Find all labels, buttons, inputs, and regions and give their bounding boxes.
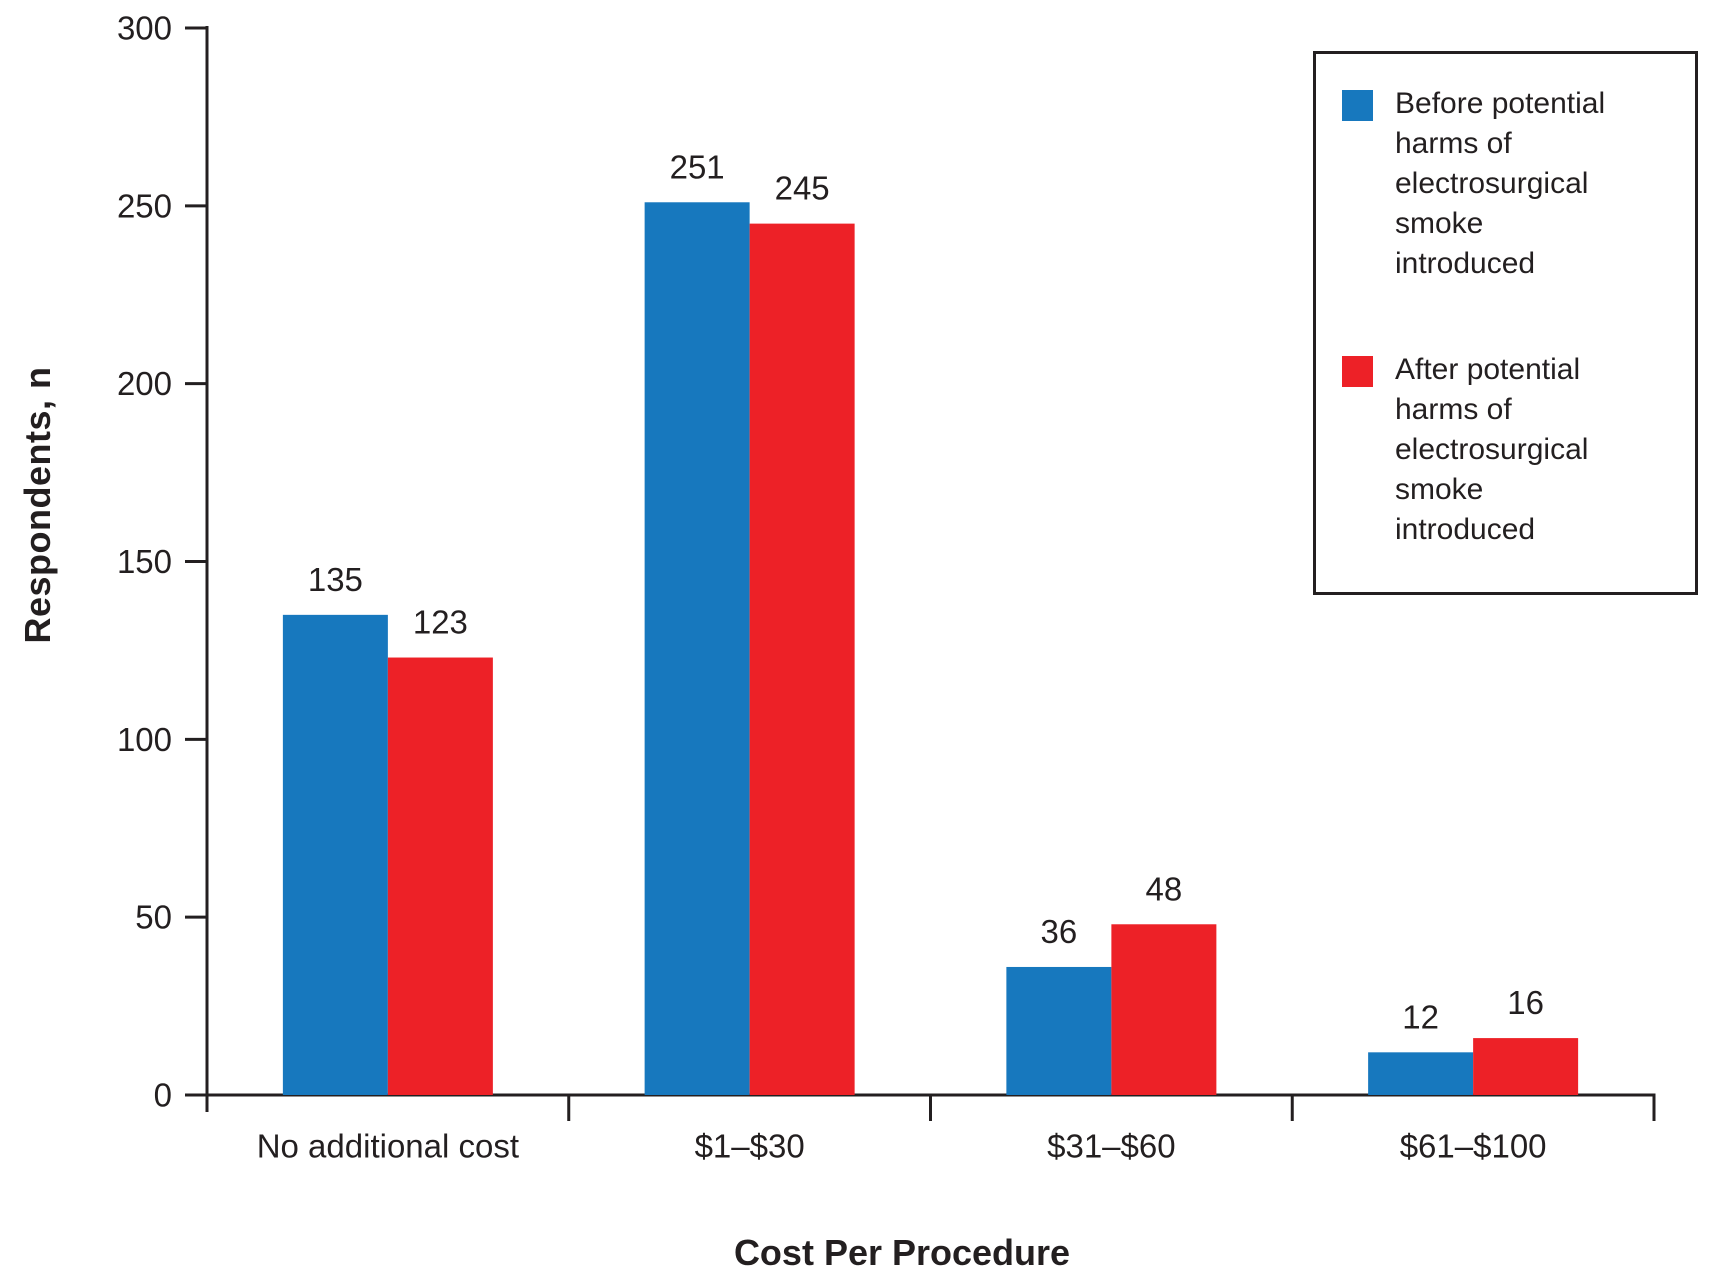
- bar-value-label: 48: [1146, 870, 1183, 907]
- legend-label-line: Before potential: [1395, 87, 1606, 120]
- bar-value-label: 16: [1507, 984, 1544, 1021]
- legend-item: Before potential harms of electrosurgical s…: [1342, 84, 1687, 284]
- y-tick-label: 0: [154, 1077, 172, 1114]
- legend-label-line: smoke: [1395, 473, 1484, 506]
- bar-value-label: 12: [1402, 998, 1439, 1035]
- y-axis-title: Respondents, n: [17, 366, 58, 644]
- x-category-label: $61–$100: [1400, 1128, 1547, 1165]
- legend-label-line: electrosurgical: [1395, 167, 1589, 200]
- bar-value-label: 251: [670, 148, 725, 185]
- x-category-label: $31–$60: [1047, 1128, 1175, 1165]
- legend-label-line: harms of: [1395, 127, 1512, 160]
- y-tick-label: 200: [117, 365, 172, 402]
- legend-swatch: [1342, 90, 1373, 121]
- y-tick-label: 100: [117, 721, 172, 758]
- y-tick-label: 300: [117, 10, 172, 47]
- legend-swatch: [1342, 356, 1373, 387]
- y-tick-label: 250: [117, 187, 172, 224]
- bar: [749, 223, 855, 1095]
- bar-value-label: 245: [775, 170, 830, 207]
- bar-value-label: 123: [413, 604, 468, 641]
- bar: [1006, 966, 1112, 1095]
- legend-label-line: harms of: [1395, 393, 1512, 426]
- bar-value-label: 36: [1041, 913, 1078, 950]
- legend-item: After potential harms of electrosurgical sm…: [1342, 350, 1687, 550]
- x-category-label: $1–$30: [695, 1128, 805, 1165]
- bar: [387, 657, 493, 1095]
- bar: [282, 614, 388, 1095]
- legend-item-label: Before potential harms of electrosurgical s…: [1395, 84, 1605, 284]
- bar: [1368, 1052, 1474, 1095]
- legend-label-line: smoke: [1395, 207, 1484, 240]
- bar: [644, 202, 750, 1095]
- legend-label-line: introduced: [1395, 513, 1536, 546]
- legend-item-label: After potential harms of electrosurgical sm…: [1395, 350, 1588, 550]
- y-tick-label: 150: [117, 543, 172, 580]
- legend-label-line: electrosurgical: [1395, 433, 1589, 466]
- x-category-label: No additional cost: [257, 1128, 519, 1165]
- bar-value-label: 135: [308, 561, 363, 598]
- legend-label-line: introduced: [1395, 247, 1536, 280]
- y-tick-label: 50: [135, 899, 172, 936]
- bar: [1111, 924, 1217, 1095]
- legend-label-line: After potential: [1395, 353, 1581, 386]
- x-axis-title: Cost Per Procedure: [733, 1232, 1071, 1273]
- bar: [1473, 1038, 1579, 1095]
- legend: Before potential harms of electrosurgical s…: [1313, 51, 1698, 595]
